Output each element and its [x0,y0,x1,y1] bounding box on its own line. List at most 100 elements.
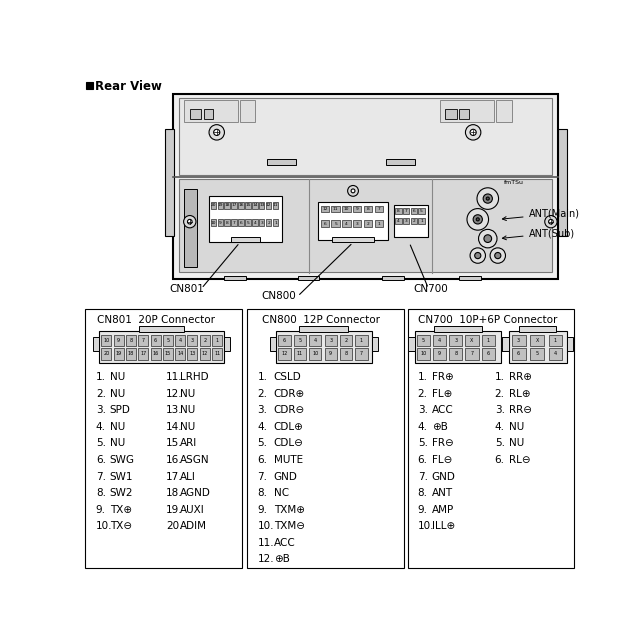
Bar [318,202,388,240]
Text: 1: 1 [215,338,219,343]
Text: 19.: 19. [166,504,183,515]
Bar [173,94,558,279]
Text: 10: 10 [210,221,216,225]
Text: 7: 7 [405,209,408,213]
Bar [394,204,428,237]
Text: 7: 7 [377,207,380,211]
Bar [496,100,512,122]
Bar [383,276,404,280]
Bar [273,202,278,208]
Text: 8: 8 [367,207,370,211]
Bar [411,218,417,224]
Bar [139,326,184,332]
Bar [278,348,291,360]
Text: CN800  12P Connector: CN800 12P Connector [262,315,380,325]
Text: 5.: 5. [258,438,267,449]
Bar [299,326,349,332]
Bar [212,348,222,360]
Text: 13.: 13. [166,405,183,415]
Text: 4: 4 [179,338,182,343]
Text: 5: 5 [167,338,169,343]
Text: 2.: 2. [258,389,267,399]
Circle shape [545,215,557,228]
Text: 8: 8 [397,209,400,213]
Bar [150,335,161,346]
Bar [482,348,494,360]
Text: SWG: SWG [110,455,134,465]
Text: ⊕B: ⊕B [274,554,289,564]
Text: 4: 4 [554,351,557,356]
Bar [375,206,383,212]
Bar [466,335,478,346]
Text: CDR⊖: CDR⊖ [274,405,305,415]
Text: 8: 8 [226,221,228,225]
Text: 18.: 18. [166,488,183,498]
Text: CN801  20P Connector: CN801 20P Connector [96,315,215,325]
Bar [364,206,372,212]
Text: 2: 2 [345,338,348,343]
Text: 1.: 1. [96,372,106,382]
Text: ANT(Sub): ANT(Sub) [502,228,575,240]
Bar [240,100,255,122]
Text: 7.: 7. [418,472,428,481]
Text: FL⊕: FL⊕ [431,389,452,399]
Bar [309,335,322,346]
Text: 16: 16 [239,203,244,207]
Text: X: X [536,338,539,343]
Text: 7: 7 [233,221,235,225]
Circle shape [490,248,505,263]
Circle shape [184,215,196,228]
Text: NU: NU [180,405,195,415]
Bar [165,129,174,235]
Bar [150,348,161,360]
Bar [353,206,361,212]
Bar [86,82,93,89]
Text: CDL⊕: CDL⊕ [274,422,303,432]
Text: 4.: 4. [258,422,267,432]
Text: 6: 6 [283,338,286,343]
Bar [466,348,478,360]
Bar [520,326,556,332]
Text: 6: 6 [517,351,520,356]
Bar [434,326,482,332]
Text: 4.: 4. [96,422,106,432]
Bar [200,335,210,346]
Text: AUXI: AUXI [180,504,204,515]
Bar [309,348,322,360]
Text: 12: 12 [202,351,208,356]
Text: 2: 2 [412,219,415,223]
Text: 5: 5 [334,222,337,226]
Text: 18: 18 [128,351,134,356]
Text: 4: 4 [345,222,348,226]
Bar [509,331,567,363]
Bar [212,335,222,346]
Text: 10: 10 [312,351,318,356]
Text: SW2: SW2 [110,488,133,498]
Text: 13: 13 [189,351,195,356]
Circle shape [484,235,492,242]
Bar [403,208,409,214]
Circle shape [351,189,355,193]
Text: FR⊕: FR⊕ [431,372,453,382]
Text: 1: 1 [377,222,380,226]
Text: 6: 6 [323,222,326,226]
Text: 1: 1 [360,338,363,343]
Text: 5: 5 [536,351,539,356]
Text: 18: 18 [224,203,230,207]
Bar [231,202,237,208]
Text: LRHD: LRHD [180,372,208,382]
Text: 2: 2 [367,222,370,226]
Text: 3.: 3. [418,405,428,415]
Bar [163,335,173,346]
Text: 2.: 2. [96,389,106,399]
Bar [459,276,481,280]
Text: 17.: 17. [166,472,183,481]
Bar [266,219,271,226]
Bar [548,335,563,346]
Text: GND: GND [431,472,455,481]
Text: 3: 3 [517,338,520,343]
Text: 6: 6 [240,221,242,225]
Text: 7: 7 [471,351,473,356]
Text: ALI: ALI [180,472,195,481]
Text: NU: NU [509,422,524,432]
